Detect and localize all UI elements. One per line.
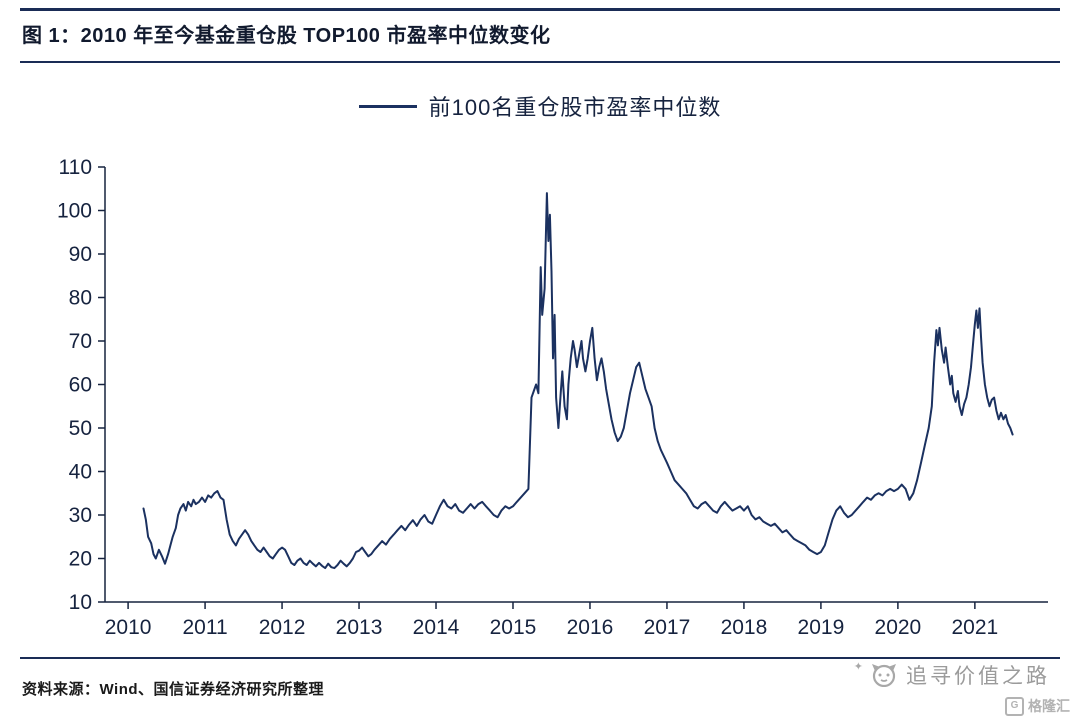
watermark-text: 追寻价值之路 <box>906 665 1050 688</box>
y-tick-label: 80 <box>69 287 92 310</box>
mascot-face-icon <box>872 664 896 687</box>
footer-rule <box>20 657 1060 659</box>
source-note: 资料来源：Wind、国信证券经济研究所整理 <box>22 681 325 698</box>
chart-legend: 前100名重仓股市盈率中位数 <box>0 91 1080 121</box>
y-tick-label: 100 <box>57 200 92 223</box>
figure-title: 图 1：2010 年至今基金重仓股 TOP100 市盈率中位数变化 <box>22 25 551 47</box>
x-tick-label: 2018 <box>721 616 768 639</box>
x-tick-label: 2020 <box>875 616 922 639</box>
y-tick-label: 10 <box>69 591 92 614</box>
top-rule <box>20 8 1060 11</box>
x-tick-label: 2016 <box>567 616 614 639</box>
y-tick-label: 70 <box>69 330 92 353</box>
gelonghui-logo: G 格隆汇 <box>1005 696 1070 716</box>
y-tick-label: 50 <box>69 417 92 440</box>
pe-median-series-line <box>142 192 1014 570</box>
gelonghui-g-icon: G <box>1005 696 1024 716</box>
x-tick-label: 2014 <box>413 616 460 639</box>
x-tick-label: 2017 <box>644 616 691 639</box>
y-tick-label: 60 <box>69 374 92 397</box>
title-underline-rule <box>20 61 1060 63</box>
x-tick-label: 2012 <box>259 616 306 639</box>
legend-label: 前100名重仓股市盈率中位数 <box>428 95 722 120</box>
x-tick-label: 2015 <box>490 616 537 639</box>
x-tick-label: 2019 <box>798 616 845 639</box>
x-tick-label: 2013 <box>336 616 383 639</box>
y-tick-label: 110 <box>59 156 92 179</box>
pe-median-line-chart: 10 20 30 40 50 60 70 80 90 100 110 2010 2011 2012 2013… <box>57 156 1048 639</box>
x-tick-label: 2011 <box>182 616 227 639</box>
x-tick-label: 2021 <box>952 616 999 639</box>
y-tick-label: 20 <box>69 548 92 571</box>
watermark: ✦ 追寻价值之路 <box>854 660 1050 690</box>
gelonghui-logo-text: 格隆汇 <box>1028 698 1070 714</box>
y-tick-label: 40 <box>69 461 92 484</box>
y-tick-label: 90 <box>69 243 92 266</box>
legend-line-swatch <box>358 104 417 108</box>
y-tick-label: 30 <box>69 504 92 527</box>
sparkle-icon: ✦ <box>853 661 866 673</box>
x-tick-label: 2010 <box>105 616 152 639</box>
